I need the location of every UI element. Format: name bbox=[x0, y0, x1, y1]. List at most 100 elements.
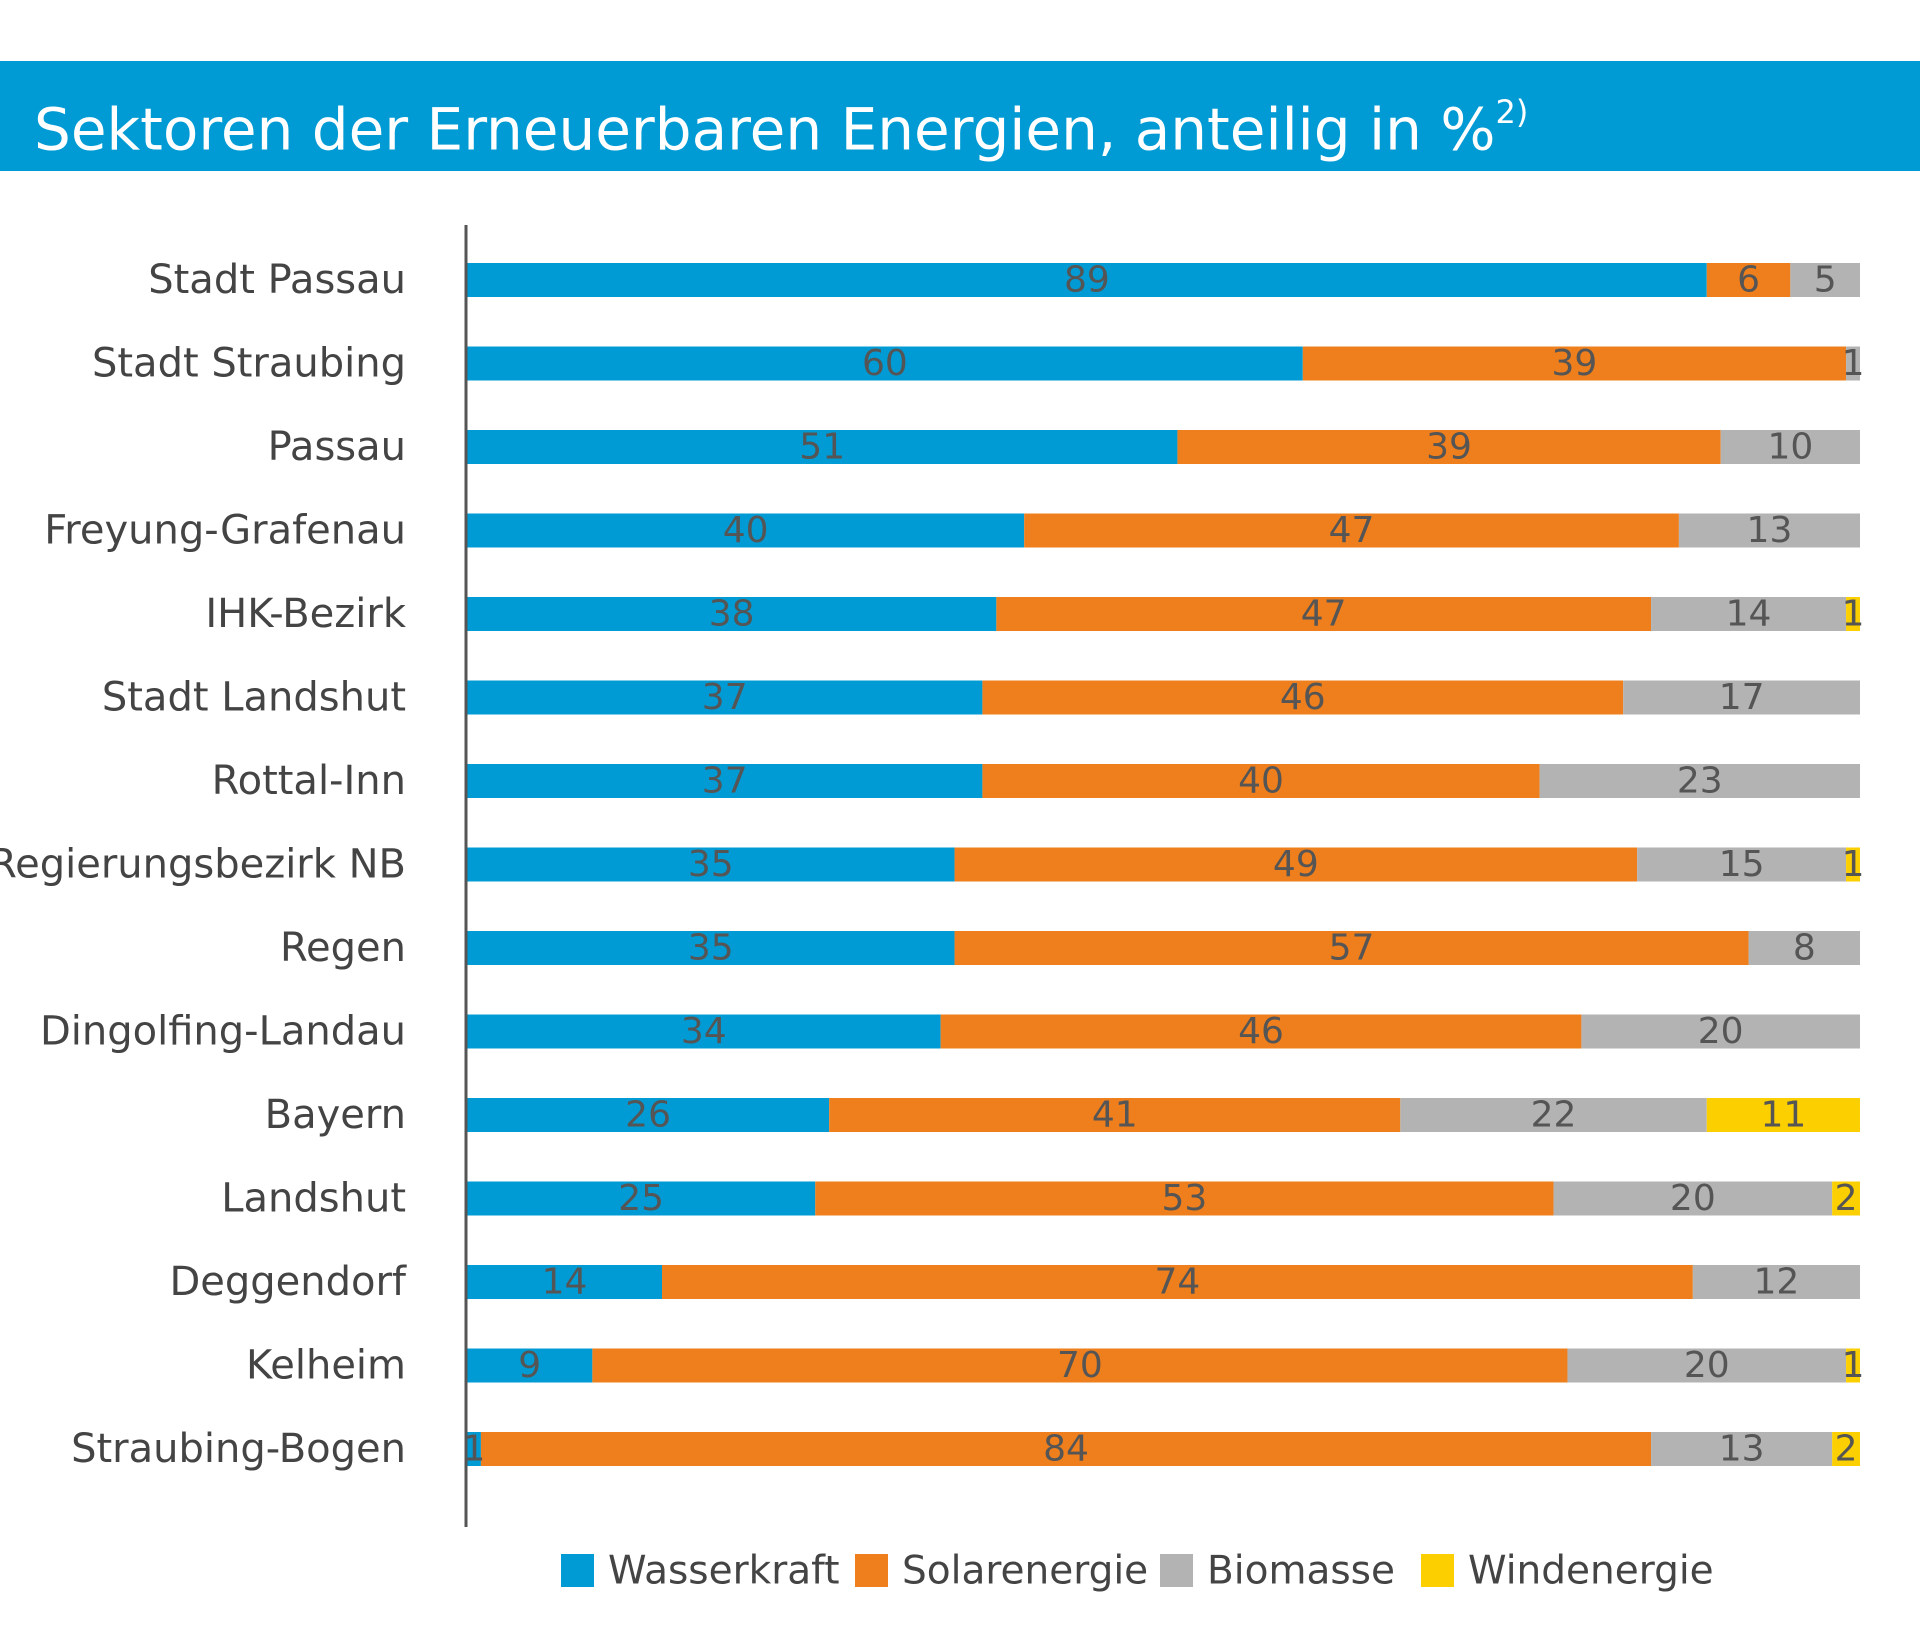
data-label: 53 bbox=[1161, 1178, 1207, 1219]
legend-label: Windenergie bbox=[1468, 1549, 1714, 1594]
data-label: 22 bbox=[1531, 1095, 1577, 1136]
bar-segment-solarenergie bbox=[1024, 513, 1679, 548]
bar-segment-solarenergie bbox=[982, 680, 1624, 715]
bar-segment-solarenergie bbox=[662, 1265, 1693, 1299]
category-labels: Stadt Passau Stadt Straubing Passau Freyung… bbox=[0, 257, 407, 1472]
data-label: 40 bbox=[723, 510, 769, 551]
legend-label: Biomasse bbox=[1207, 1549, 1395, 1594]
bar-segment-solarenergie bbox=[829, 1098, 1401, 1132]
legend-label: Wasserkraft bbox=[608, 1549, 840, 1594]
category-label: Stadt Passau bbox=[148, 257, 406, 303]
chart-title-text: Sektoren der Erneuerbaren Energien, ante… bbox=[34, 95, 1496, 164]
bar-segment-biomasse bbox=[1678, 513, 1860, 548]
bar-segment-wasserkraft bbox=[467, 764, 983, 798]
data-label: 84 bbox=[1043, 1429, 1089, 1470]
category-label: Regierungsbezirk NB bbox=[0, 842, 406, 888]
bar-segment-solarenergie bbox=[1177, 430, 1721, 464]
category-label: Stadt Straubing bbox=[92, 341, 406, 387]
title-bar bbox=[0, 61, 1920, 171]
bar-segment-solarenergie bbox=[996, 597, 1652, 631]
bar-segment-biomasse bbox=[1651, 597, 1847, 631]
category-label: Freyung-Grafenau bbox=[44, 508, 406, 554]
bar-segment-wasserkraft bbox=[467, 931, 955, 965]
data-label: 14 bbox=[542, 1262, 588, 1303]
data-label: 20 bbox=[1698, 1011, 1744, 1052]
bar-segment-windenergie bbox=[1846, 847, 1860, 882]
bar-segment-solarenergie bbox=[480, 1432, 1652, 1466]
legend-swatch-biomasse bbox=[1160, 1554, 1193, 1587]
bar-segment-solarenergie bbox=[954, 847, 1638, 882]
data-label: 20 bbox=[1670, 1178, 1716, 1219]
category-label: Deggendorf bbox=[169, 1259, 406, 1305]
bar-segment-solarenergie bbox=[1302, 346, 1847, 381]
data-label: 14 bbox=[1726, 594, 1772, 635]
legend-swatch-solarenergie bbox=[855, 1554, 888, 1587]
data-label: 13 bbox=[1719, 1429, 1765, 1470]
bar-segment-wasserkraft bbox=[467, 346, 1303, 381]
data-label: 47 bbox=[1301, 594, 1347, 635]
data-label: 47 bbox=[1329, 510, 1375, 551]
bar-segment-solarenergie bbox=[954, 931, 1749, 965]
data-label: 70 bbox=[1057, 1345, 1103, 1386]
data-label: 46 bbox=[1238, 1011, 1284, 1052]
legend-label: Solarenergie bbox=[902, 1549, 1148, 1594]
bar-segment-biomasse bbox=[1720, 430, 1860, 464]
category-label: Rottal-Inn bbox=[212, 758, 406, 804]
bar-segment-biomasse bbox=[1790, 263, 1860, 297]
bar-segment-biomasse bbox=[1623, 680, 1860, 715]
bar-segment-biomasse bbox=[1748, 931, 1860, 965]
data-label: 38 bbox=[709, 594, 755, 635]
data-label: 35 bbox=[688, 844, 734, 885]
chart-title: Sektoren der Erneuerbaren Energien, ante… bbox=[34, 78, 1528, 169]
bar-segment-wasserkraft bbox=[467, 1348, 593, 1383]
bar-segment-wasserkraft bbox=[467, 1181, 816, 1216]
bar-segment-windenergie bbox=[1832, 1432, 1860, 1466]
data-label: 20 bbox=[1684, 1345, 1730, 1386]
data-label: 41 bbox=[1092, 1095, 1138, 1136]
bar-segment-windenergie bbox=[1706, 1098, 1860, 1132]
data-label: 9 bbox=[518, 1345, 541, 1386]
bar-segment-biomasse bbox=[1637, 847, 1847, 882]
bar-segment-remainder bbox=[1846, 346, 1860, 381]
data-label: 34 bbox=[681, 1011, 727, 1052]
data-label: 40 bbox=[1238, 761, 1284, 802]
bars-layer bbox=[467, 263, 1860, 1466]
bar-segment-wasserkraft bbox=[467, 1014, 941, 1049]
bar-segment-wasserkraft bbox=[467, 513, 1025, 548]
bar-segment-wasserkraft bbox=[467, 847, 955, 882]
data-label: 60 bbox=[862, 343, 908, 384]
data-label: 1 bbox=[463, 1429, 486, 1470]
data-label: 1 bbox=[1842, 343, 1865, 384]
category-label: Dingolfing-Landau bbox=[40, 1009, 406, 1055]
data-label: 15 bbox=[1719, 844, 1765, 885]
category-label: IHK-Bezirk bbox=[205, 591, 407, 637]
legend: Wasserkraft Solarenergie Biomasse Windenerg… bbox=[561, 1549, 1714, 1594]
bar-segment-windenergie bbox=[1846, 1348, 1860, 1383]
category-label: Kelheim bbox=[246, 1343, 406, 1389]
bar-segment-wasserkraft bbox=[467, 1098, 830, 1132]
bar-segment-biomasse bbox=[1539, 764, 1860, 798]
bar-segment-solarenergie bbox=[982, 764, 1540, 798]
bar-segment-windenergie bbox=[1832, 1181, 1860, 1216]
bar-segment-biomasse bbox=[1400, 1098, 1707, 1132]
bar-segment-wasserkraft bbox=[467, 1432, 481, 1466]
bar-segment-biomasse bbox=[1581, 1014, 1860, 1049]
legend-swatch-wasserkraft bbox=[561, 1554, 594, 1587]
data-label: 6 bbox=[1737, 260, 1760, 301]
bar-segment-biomasse bbox=[1553, 1181, 1833, 1216]
legend-swatch-windenergie bbox=[1421, 1554, 1454, 1587]
bar-segment-windenergie bbox=[1846, 597, 1860, 631]
chart-title-footnote: 2) bbox=[1495, 93, 1529, 131]
category-label: Passau bbox=[268, 424, 406, 470]
data-label: 26 bbox=[625, 1095, 671, 1136]
data-label: 17 bbox=[1719, 677, 1765, 718]
data-label: 10 bbox=[1767, 427, 1813, 468]
data-label: 13 bbox=[1747, 510, 1793, 551]
bar-segment-biomasse bbox=[1651, 1432, 1833, 1466]
bar-segment-solarenergie bbox=[1706, 263, 1791, 297]
data-label: 74 bbox=[1155, 1262, 1201, 1303]
category-label: Landshut bbox=[221, 1176, 406, 1222]
bar-segment-wasserkraft bbox=[467, 263, 1707, 297]
